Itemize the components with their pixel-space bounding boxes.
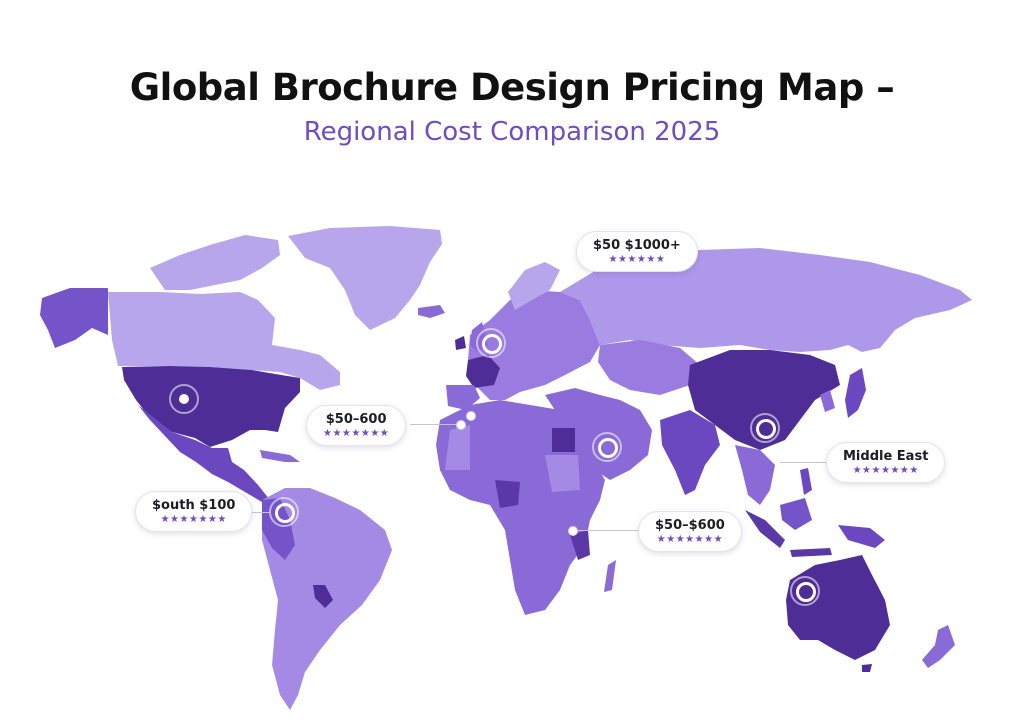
region-east-africa[interactable] xyxy=(570,530,590,560)
region-india[interactable] xyxy=(660,410,720,495)
region-australia[interactable] xyxy=(786,555,890,660)
marker-inner-ring-icon xyxy=(598,438,618,458)
marker-inner-ring-icon xyxy=(756,419,776,439)
marker-south-america[interactable] xyxy=(269,497,299,527)
region-alaska[interactable] xyxy=(40,288,108,348)
callout-south-america[interactable]: $outh $100 ★★★★★★★ xyxy=(135,491,253,532)
marker-oceania[interactable] xyxy=(790,576,820,606)
marker-inner-ring-icon xyxy=(482,334,502,354)
marker-ring-icon xyxy=(592,432,622,462)
region-java[interactable] xyxy=(790,548,832,557)
page-title: Global Brochure Design Pricing Map – xyxy=(129,66,895,109)
star-rating-icon: ★★★★★★★ xyxy=(160,514,227,525)
region-madagascar[interactable] xyxy=(604,560,616,592)
region-sudan[interactable] xyxy=(545,455,580,492)
region-central-asia[interactable] xyxy=(598,340,700,395)
marker-inner-ring-icon xyxy=(796,582,816,602)
marker-ring-icon xyxy=(476,328,506,358)
region-philippines[interactable] xyxy=(800,468,812,495)
region-caribbean[interactable] xyxy=(260,450,300,462)
callout-west-africa[interactable]: $50–600 ★★★★★★★ xyxy=(306,405,407,446)
region-ireland[interactable] xyxy=(455,336,466,350)
anchor-dot-morocco xyxy=(466,411,476,421)
callout-price: $outh $100 xyxy=(152,498,236,513)
connector-asia xyxy=(780,462,826,463)
anchor-dot-east-africa xyxy=(568,526,578,536)
marker-ring-icon xyxy=(790,576,820,606)
marker-ring-icon xyxy=(269,497,299,527)
connector-south-america xyxy=(240,512,270,513)
page-subtitle: Regional Cost Comparison 2025 xyxy=(303,117,721,147)
star-rating-icon: ★★★★★★★ xyxy=(656,534,724,545)
anchor-dot-west-africa xyxy=(456,420,466,430)
region-europe[interactable] xyxy=(468,290,600,400)
marker-dot-icon xyxy=(179,394,189,404)
callout-europe[interactable]: $50 $1000+ ★★★★★★ xyxy=(576,231,698,272)
region-greenland[interactable] xyxy=(288,226,442,330)
connector-west-africa xyxy=(410,424,460,425)
region-iberia[interactable] xyxy=(446,385,480,410)
star-rating-icon: ★★★★★★ xyxy=(608,254,666,265)
region-france[interactable] xyxy=(466,355,500,388)
marker-north-america[interactable] xyxy=(169,384,199,414)
region-paraguay[interactable] xyxy=(313,585,333,608)
region-africa[interactable] xyxy=(436,400,605,615)
callout-price: $50–600 xyxy=(325,412,387,427)
region-china[interactable] xyxy=(688,350,840,450)
region-mexico[interactable] xyxy=(138,405,270,502)
region-scandinavia[interactable] xyxy=(508,262,560,310)
region-iceland[interactable] xyxy=(418,305,445,318)
marker-ring-icon xyxy=(169,384,199,414)
connector-east-africa xyxy=(578,530,638,531)
callout-price: $50 $1000+ xyxy=(593,238,681,253)
region-tasmania[interactable] xyxy=(862,664,872,672)
region-united-states[interactable] xyxy=(122,366,300,447)
region-new-guinea[interactable] xyxy=(838,525,885,548)
region-egypt[interactable] xyxy=(552,428,575,452)
star-rating-icon: ★★★★★★★ xyxy=(323,428,390,439)
region-russia[interactable] xyxy=(560,248,972,352)
callout-price: Middle East xyxy=(843,449,929,464)
region-japan[interactable] xyxy=(845,368,866,418)
marker-europe[interactable] xyxy=(476,328,506,358)
callout-asia[interactable]: Middle East ★★★★★★★ xyxy=(826,442,946,483)
region-sumatra[interactable] xyxy=(745,510,785,548)
region-nigeria[interactable] xyxy=(495,480,520,508)
region-canada-islands[interactable] xyxy=(150,235,280,290)
region-southeast-asia[interactable] xyxy=(735,445,775,505)
region-canada[interactable] xyxy=(108,292,340,390)
marker-inner-ring-icon xyxy=(275,503,295,523)
callout-east-africa[interactable]: $50–$600 ★★★★★★★ xyxy=(638,511,742,552)
marker-middle-east[interactable] xyxy=(592,432,622,462)
star-rating-icon: ★★★★★★★ xyxy=(852,465,919,476)
region-korea[interactable] xyxy=(820,390,835,412)
region-borneo[interactable] xyxy=(780,498,812,530)
marker-ring-icon xyxy=(750,413,780,443)
marker-asia[interactable] xyxy=(750,413,780,443)
region-north-africa-light[interactable] xyxy=(445,425,470,470)
callout-price: $50–$600 xyxy=(655,518,725,533)
region-new-zealand[interactable] xyxy=(922,625,955,668)
